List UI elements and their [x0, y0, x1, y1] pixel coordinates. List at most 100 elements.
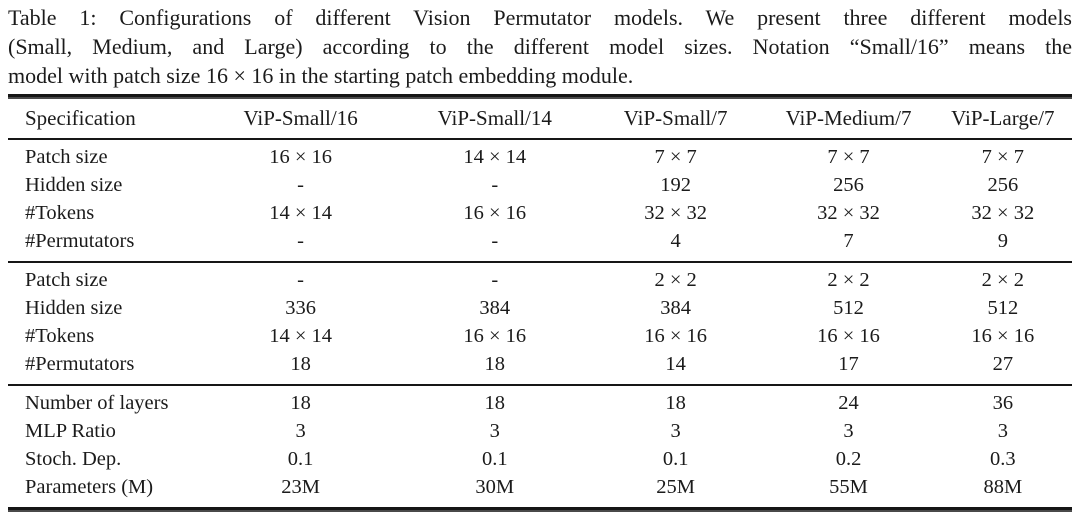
row-label: Number of layers [25, 392, 169, 414]
table-row: #Tokens 14 × 14 16 × 16 32 × 32 32 × 32 … [8, 200, 1072, 228]
patch-embedding-section-1: Patch size 16 × 16 14 × 14 7 × 7 7 × 7 7… [8, 139, 1072, 262]
row-label: Patch size [25, 146, 108, 168]
table-row: Patch size 16 × 16 14 × 14 7 × 7 7 × 7 7… [8, 139, 1072, 172]
value-cell: 384 [479, 297, 511, 319]
table-row: Hidden size - - 192 256 256 [8, 172, 1072, 200]
column-header-vip-large-7: ViP-Large/7 [951, 106, 1055, 130]
value-cell: 14 [665, 353, 686, 375]
table-row: Stoch. Dep. 0.1 0.1 0.1 0.2 0.3 [8, 446, 1072, 474]
value-cell: 16 × 16 [463, 202, 527, 224]
value-cell: 14 × 14 [269, 325, 332, 347]
value-cell: 0.3 [990, 448, 1016, 470]
row-label: Patch size [25, 269, 108, 291]
value-cell: 3 [489, 420, 500, 442]
value-cell: 14 × 14 [269, 202, 332, 224]
model-config-table: Specification ViP-Small/16 ViP-Small/14 … [8, 99, 1072, 507]
value-cell: 192 [660, 174, 691, 196]
value-cell: 32 × 32 [644, 202, 708, 224]
value-cell: - [297, 230, 304, 252]
value-cell: 9 [997, 230, 1008, 252]
value-cell: 0.2 [835, 448, 862, 470]
value-cell: 7 [843, 230, 854, 252]
row-label: Parameters (M) [25, 476, 154, 498]
value-cell: 2 × 2 [654, 269, 697, 291]
table-row: MLP Ratio 3 3 3 3 3 [8, 418, 1072, 446]
value-cell: 16 × 16 [269, 146, 332, 168]
table-row: #Permutators 18 18 14 17 27 [8, 351, 1072, 386]
value-cell: 18 [290, 392, 311, 414]
value-cell: 30M [475, 476, 515, 498]
value-cell: 256 [833, 174, 864, 196]
caption-line: (Small, Medium, and Large) according to … [8, 34, 1072, 59]
value-cell: 25M [656, 476, 695, 498]
value-cell: 16 × 16 [463, 325, 527, 347]
value-cell: 3 [843, 420, 854, 442]
value-cell: 18 [290, 353, 311, 375]
value-cell: 23M [281, 476, 320, 498]
value-cell: 0.1 [662, 448, 689, 470]
value-cell: 27 [992, 353, 1014, 375]
value-cell: 3 [997, 420, 1008, 442]
value-cell: 88M [983, 476, 1023, 498]
value-cell: 7 × 7 [981, 146, 1024, 168]
row-label: #Tokens [25, 202, 95, 224]
column-header-vip-small-7: ViP-Small/7 [623, 106, 728, 130]
row-label: Hidden size [25, 174, 123, 196]
value-cell: - [491, 269, 499, 291]
value-cell: - [297, 269, 304, 291]
table-row: Patch size - - 2 × 2 2 × 2 2 × 2 [8, 262, 1072, 295]
value-cell: - [491, 174, 499, 196]
network-stats-section: Number of layers 18 18 18 24 36 MLP Rati… [8, 385, 1072, 507]
value-cell: 36 [992, 392, 1014, 414]
row-label: #Tokens [25, 325, 95, 347]
table-bottom-rule [8, 507, 1072, 512]
value-cell: 512 [833, 297, 864, 319]
caption-line: Table 1: Configurations of different Vis… [8, 5, 1072, 30]
column-header-vip-medium-7: ViP-Medium/7 [785, 106, 912, 130]
value-cell: 55M [829, 476, 868, 498]
table-row: #Tokens 14 × 14 16 × 16 16 × 16 16 × 16 … [8, 323, 1072, 351]
column-header-specification: Specification [25, 106, 136, 130]
value-cell: - [491, 230, 499, 252]
column-header-vip-small-16: ViP-Small/16 [243, 106, 358, 130]
value-cell: 2 × 2 [827, 269, 870, 291]
value-cell: 0.1 [481, 448, 508, 470]
row-label: #Permutators [25, 353, 135, 375]
row-label: MLP Ratio [25, 420, 116, 442]
value-cell: 0.1 [287, 448, 314, 470]
table-row: Parameters (M) 23M 30M 25M 55M 88M [8, 474, 1072, 508]
value-cell: 16 × 16 [644, 325, 708, 347]
patch-embedding-section-2: Patch size - - 2 × 2 2 × 2 2 × 2 Hidden … [8, 262, 1072, 385]
value-cell: 4 [670, 230, 681, 252]
value-cell: 14 × 14 [463, 146, 527, 168]
table-row: Number of layers 18 18 18 24 36 [8, 385, 1072, 418]
value-cell: 16 × 16 [817, 325, 880, 347]
value-cell: 7 × 7 [654, 146, 697, 168]
column-header-vip-small-14: ViP-Small/14 [437, 106, 552, 130]
value-cell: - [297, 174, 304, 196]
value-cell: 512 [987, 297, 1019, 319]
table-row: Hidden size 336 384 384 512 512 [8, 295, 1072, 323]
row-label: #Permutators [25, 230, 135, 252]
value-cell: 256 [987, 174, 1019, 196]
value-cell: 17 [838, 353, 859, 375]
value-cell: 2 × 2 [981, 269, 1024, 291]
value-cell: 18 [484, 353, 506, 375]
header-row: Specification ViP-Small/16 ViP-Small/14 … [8, 99, 1072, 139]
value-cell: 16 × 16 [971, 325, 1035, 347]
value-cell: 336 [285, 297, 316, 319]
value-cell: 3 [670, 420, 681, 442]
table-header: Specification ViP-Small/16 ViP-Small/14 … [8, 99, 1072, 139]
value-cell: 24 [838, 392, 859, 414]
table-row: #Permutators - - 4 7 9 [8, 228, 1072, 263]
value-cell: 32 × 32 [971, 202, 1035, 224]
table-top-rule [8, 94, 1072, 99]
table-caption: Table 1: Configurations of different Vis… [8, 3, 1072, 90]
value-cell: 384 [660, 297, 691, 319]
row-label: Stoch. Dep. [25, 448, 122, 470]
caption-line: model with patch size 16 × 16 in the sta… [8, 63, 634, 88]
row-label: Hidden size [25, 297, 123, 319]
value-cell: 7 × 7 [827, 146, 870, 168]
value-cell: 18 [484, 392, 506, 414]
